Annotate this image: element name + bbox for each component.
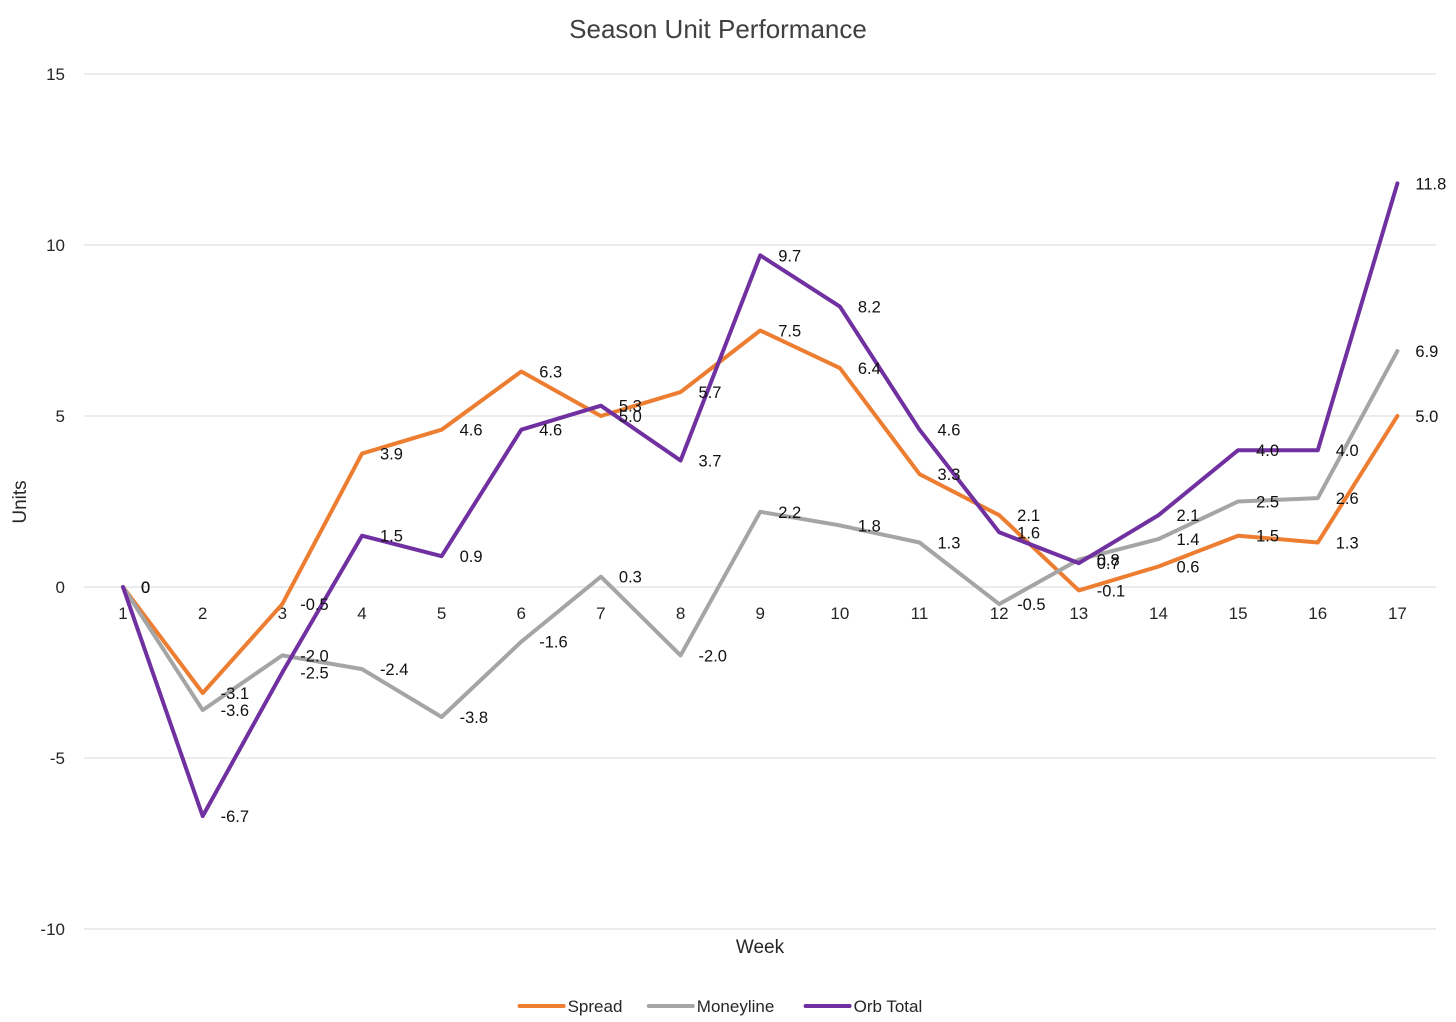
x-tick-label: 10 (830, 604, 849, 623)
y-tick-label: 10 (46, 236, 65, 255)
data-labels: 0 -3.1 -0.5 3.9 4.6 6.3 5.0 5.7 7.5 6.4 3.3 2.1 -0.1… (141, 175, 1446, 826)
x-tick-label: 1 (118, 604, 127, 623)
data-label: -0.5 (1017, 596, 1045, 614)
data-label: 1.3 (1336, 535, 1359, 553)
y-tick-label: 0 (56, 578, 65, 597)
y-tick-label: -5 (50, 749, 65, 768)
x-tick-label: 5 (437, 604, 446, 623)
data-label: 0.9 (460, 548, 483, 566)
x-tick-label: 12 (990, 604, 1009, 623)
y-tick-label: 15 (46, 65, 65, 84)
data-label: -6.7 (221, 808, 249, 826)
data-label: -2.5 (300, 665, 328, 683)
y-tick-label: -10 (40, 920, 65, 939)
data-label: 2.1 (1017, 507, 1040, 525)
data-label: 2.5 (1256, 494, 1279, 512)
x-tick-label: 3 (278, 604, 287, 623)
data-label: 5.0 (619, 408, 642, 426)
data-label: 0.3 (619, 569, 642, 587)
chart-title: Season Unit Performance (569, 14, 867, 44)
data-label: 4.6 (938, 422, 961, 440)
data-label: -0.5 (300, 596, 328, 614)
x-tick-label: 4 (357, 604, 366, 623)
data-label: -2.0 (300, 647, 328, 665)
legend-label: Orb Total (854, 997, 923, 1016)
y-axis-ticks: -10 -5 0 5 10 15 (40, 65, 65, 939)
data-label: -1.6 (539, 634, 567, 652)
data-label: 5.7 (699, 384, 722, 402)
y-axis-label: Units (10, 480, 31, 523)
x-tick-label: 6 (517, 604, 526, 623)
data-label: 4.0 (1336, 442, 1359, 460)
data-label: -2.4 (380, 661, 408, 679)
data-label: -2.0 (699, 647, 727, 665)
data-label: 0 (141, 579, 150, 597)
data-label: 1.8 (858, 517, 881, 535)
data-label: 4.0 (1256, 442, 1279, 460)
data-label: 0.7 (1097, 555, 1120, 573)
x-tick-label: 9 (755, 604, 764, 623)
data-label: 1.3 (938, 535, 961, 553)
x-axis-label: Week (736, 937, 785, 958)
data-label: 4.6 (539, 422, 562, 440)
series-line-orb-total (121, 181, 1400, 819)
data-label: 5.0 (1415, 408, 1438, 426)
data-label: 2.1 (1176, 507, 1199, 525)
data-label: 1.5 (1256, 528, 1279, 546)
x-tick-label: 11 (911, 604, 929, 623)
data-label: 3.3 (938, 466, 961, 484)
x-tick-label: 8 (676, 604, 685, 623)
x-tick-label: 16 (1308, 604, 1327, 623)
data-label: 7.5 (778, 323, 801, 341)
data-label: -3.1 (221, 685, 249, 703)
data-label: 1.4 (1176, 531, 1199, 549)
gridlines (84, 73, 1436, 930)
series-line-spread (121, 328, 1400, 695)
x-tick-label: 13 (1069, 604, 1088, 623)
data-label: 6.9 (1415, 343, 1438, 361)
x-tick-label: 15 (1229, 604, 1248, 623)
data-label: 0.6 (1176, 558, 1199, 576)
data-label: 1.5 (380, 528, 403, 546)
data-label: 5.3 (619, 398, 642, 416)
series-line-moneyline (121, 349, 1400, 719)
y-tick-label: 5 (56, 407, 65, 426)
data-label: -3.8 (460, 709, 488, 727)
legend-item-spread: Spread (517, 997, 623, 1016)
data-label: 6.4 (858, 360, 881, 378)
data-label: 0.8 (1097, 552, 1120, 570)
x-axis-ticks: 1 2 3 4 5 6 7 8 9 10 11 12 13 14 15 16 17 (118, 604, 1407, 623)
legend-label: Spread (568, 997, 623, 1016)
legend-item-moneyline: Moneyline (646, 997, 775, 1016)
legend-item-orb-total: Orb Total (803, 997, 923, 1016)
series-lines (121, 181, 1400, 819)
data-label: 8.2 (858, 299, 881, 317)
data-label: -3.6 (221, 702, 249, 720)
data-label: 4.6 (460, 422, 483, 440)
data-label: 3.9 (380, 446, 403, 464)
data-label: 9.7 (778, 247, 801, 265)
data-label: 0 (141, 579, 150, 597)
data-label: 11.8 (1415, 175, 1446, 193)
data-label: 3.7 (699, 452, 722, 470)
x-tick-label: 7 (596, 604, 605, 623)
data-label: -0.1 (1097, 582, 1125, 600)
data-label: 6.3 (539, 364, 562, 382)
data-label: 1.6 (1017, 524, 1040, 542)
data-label: 2.6 (1336, 490, 1359, 508)
data-label: 2.2 (778, 504, 801, 522)
x-tick-label: 2 (198, 604, 207, 623)
legend-label: Moneyline (697, 997, 775, 1016)
x-tick-label: 14 (1149, 604, 1168, 623)
x-tick-label: 17 (1388, 604, 1407, 623)
data-label: 0 (141, 579, 150, 597)
legend: Spread Moneyline Orb Total (517, 997, 923, 1016)
